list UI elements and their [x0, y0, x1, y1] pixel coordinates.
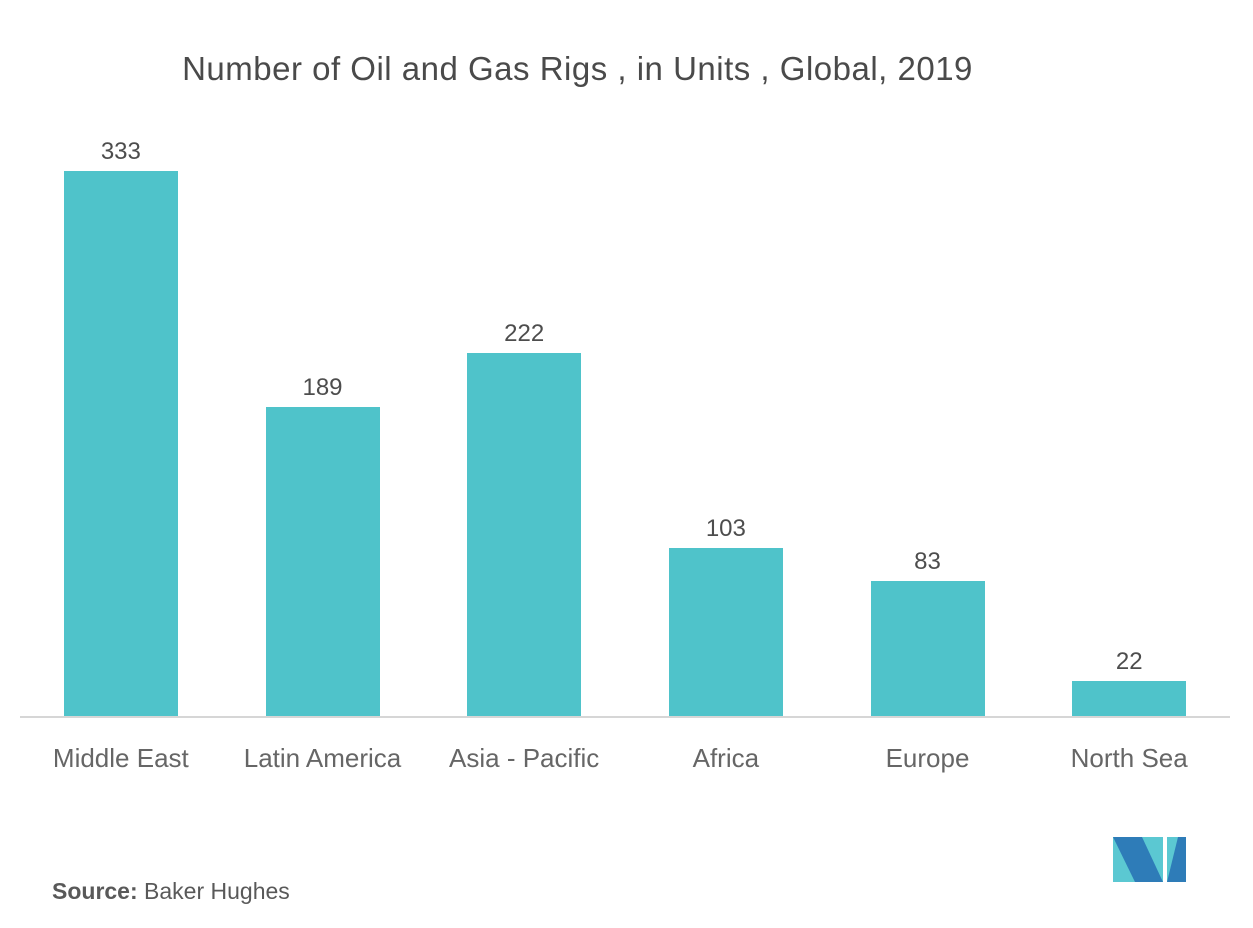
bar-group-europe: 83 Europe: [827, 0, 1029, 928]
source-line: Source: Baker Hughes: [52, 878, 290, 905]
value-label-north-sea: 22: [1115, 648, 1143, 675]
value-label-europe: 83: [914, 548, 941, 575]
value-label-latin-america: 189: [302, 374, 343, 401]
bar-asia-pacific: [467, 353, 582, 717]
bar-group-asia-pacific: 222 Asia - Pacific: [423, 0, 625, 928]
mordor-intelligence-logo: [1113, 837, 1186, 882]
category-label-europe: Europe: [885, 743, 970, 773]
bar-middle-east: [63, 171, 178, 717]
bar-latin-america: [265, 407, 380, 717]
value-label-africa: 103: [705, 515, 746, 542]
bar-group-africa: 103 Africa: [625, 0, 827, 928]
bar-group-north-sea: 22 North Sea: [1028, 0, 1230, 928]
bar-africa: [668, 548, 783, 717]
x-axis-line: [20, 716, 1230, 718]
bar-north-sea: [1072, 681, 1187, 717]
category-label-north-sea: North Sea: [1070, 743, 1188, 773]
category-label-latin-america: Latin America: [243, 743, 402, 773]
category-label-africa: Africa: [692, 743, 760, 773]
bar-group-middle-east: 333 Middle East: [20, 0, 222, 928]
value-label-asia-pacific: 222: [504, 320, 545, 347]
plot-area: 333 Middle East 189 Latin America 222 Asia - …: [20, 0, 1230, 928]
chart-title: Number of Oil and Gas Rigs , in Units , …: [182, 50, 973, 87]
category-label-asia-pacific: Asia - Pacific: [449, 743, 600, 773]
category-label-middle-east: Middle East: [52, 743, 189, 773]
logo-teal-triangle: [1167, 837, 1178, 882]
source-label: Source:: [52, 878, 138, 904]
bar-europe: [870, 581, 985, 717]
logo-blue-diagonal: [1113, 837, 1163, 882]
source-text: Baker Hughes: [137, 878, 290, 904]
value-label-middle-east: 333: [100, 138, 141, 165]
bar-group-latin-america: 189 Latin America: [222, 0, 424, 928]
